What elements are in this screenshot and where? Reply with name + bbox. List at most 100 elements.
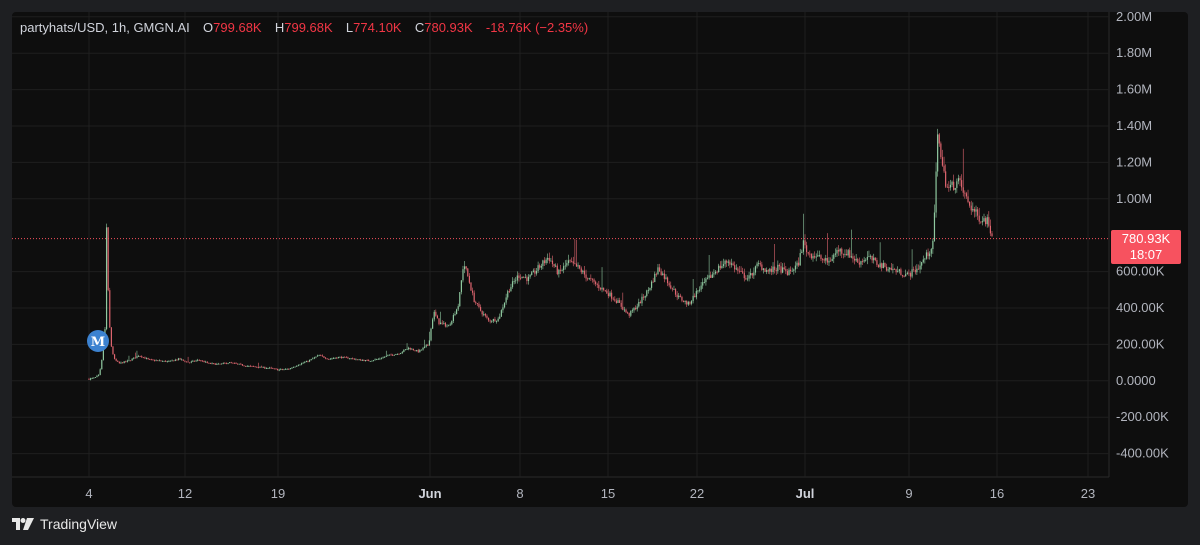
candle-body (897, 271, 899, 273)
candle-body (131, 358, 133, 361)
candle-body (324, 357, 327, 359)
x-tick-label: Jul (796, 486, 815, 501)
candle-body (503, 302, 506, 308)
candle-body (502, 307, 504, 311)
candle-body (184, 360, 186, 362)
x-tick-label: 12 (178, 486, 192, 501)
candle-body (877, 264, 880, 268)
x-tick-label: 4 (85, 486, 92, 501)
candle-body (117, 360, 119, 362)
candle-body (368, 360, 370, 362)
candle-body (636, 306, 638, 310)
candle-body (655, 273, 657, 275)
candle-body (267, 368, 269, 369)
candle-body (595, 281, 597, 285)
candle-body (540, 265, 542, 268)
candle-body (885, 266, 888, 271)
candle-body (607, 293, 610, 297)
candle-body (534, 270, 536, 274)
candle-body (879, 263, 881, 268)
candle-body (687, 302, 689, 305)
candle-body (427, 345, 429, 346)
candle-body (623, 309, 626, 311)
candle-body (126, 360, 128, 362)
symbol-label[interactable]: partyhats/USD, 1h, GMGN.AI (20, 20, 190, 35)
candle-body (753, 272, 755, 276)
y-tick-label: 400.00K (1116, 300, 1165, 315)
candle-body (563, 266, 565, 271)
candle-body (321, 355, 323, 357)
candle-body (734, 265, 736, 270)
candle-body (449, 324, 451, 326)
candle-body (695, 291, 697, 298)
candle-body (767, 270, 769, 272)
candle-body (312, 358, 314, 360)
tradingview-logo-icon[interactable] (12, 518, 34, 530)
candle-body (105, 227, 108, 330)
candle-body (780, 266, 782, 273)
candle-body (411, 348, 413, 350)
candle-body (964, 192, 966, 194)
candle-body (484, 313, 486, 316)
y-tick-label: 1.60M (1116, 82, 1152, 97)
candle-body (221, 363, 223, 365)
candle-body (249, 365, 252, 367)
y-tick-label: 2.00M (1116, 12, 1152, 24)
candle-body (975, 209, 977, 212)
candle-body (705, 278, 707, 283)
candle-body (433, 311, 435, 320)
candle-body (679, 295, 681, 297)
candle-body (467, 268, 469, 277)
candle-body (465, 266, 467, 269)
candle-body (283, 369, 285, 371)
candle-body (329, 358, 331, 360)
candle-body (227, 363, 229, 364)
candle-body (777, 264, 779, 272)
candle-body (836, 249, 838, 254)
candle-body (766, 270, 768, 272)
candle-body (882, 262, 884, 269)
candle-body (583, 270, 586, 275)
x-tick-label: 16 (990, 486, 1004, 501)
candle-body (604, 289, 606, 291)
candle-body (933, 212, 936, 241)
candle-body (809, 253, 811, 255)
candle-body (650, 281, 653, 288)
candle-body (307, 360, 309, 362)
candle-body (524, 277, 526, 279)
candle-body (913, 269, 915, 271)
candle-body (200, 360, 202, 361)
candle-body (905, 274, 907, 277)
candle-body (155, 360, 157, 362)
candle-body (887, 269, 889, 271)
candle-body (446, 325, 448, 327)
chart-panel[interactable]: 2.00M 1.80M 1.60M 1.40M 1.20M 1.00M 600.00K 400… (12, 12, 1188, 507)
candle-body (451, 321, 453, 325)
candle-body (606, 290, 608, 294)
candle-body (567, 260, 570, 264)
candle-body (110, 327, 112, 347)
candle-body (457, 306, 459, 310)
candle-body (262, 366, 264, 368)
candle-body (229, 362, 231, 364)
candle-body (403, 349, 405, 352)
y-tick-label: 1.40M (1116, 118, 1152, 133)
candle-body (750, 273, 752, 276)
candle-body (973, 208, 976, 212)
candle-body (462, 269, 464, 281)
candle-body (527, 276, 530, 282)
marker-badge (87, 330, 109, 352)
candle-body (238, 363, 240, 365)
candle-body (342, 356, 344, 359)
candle-body (353, 358, 355, 360)
candle-body (355, 359, 357, 361)
candle-body (91, 378, 93, 379)
tradingview-brand[interactable]: TradingView (40, 516, 118, 532)
candle-body (209, 362, 212, 364)
chart-canvas[interactable]: 2.00M 1.80M 1.60M 1.40M 1.20M 1.00M 600.00K 400… (12, 12, 1188, 507)
candle-body (866, 256, 868, 260)
candle-body (813, 256, 816, 258)
candle-body (121, 362, 124, 364)
candle-body (261, 366, 263, 368)
candle-body (361, 360, 363, 361)
